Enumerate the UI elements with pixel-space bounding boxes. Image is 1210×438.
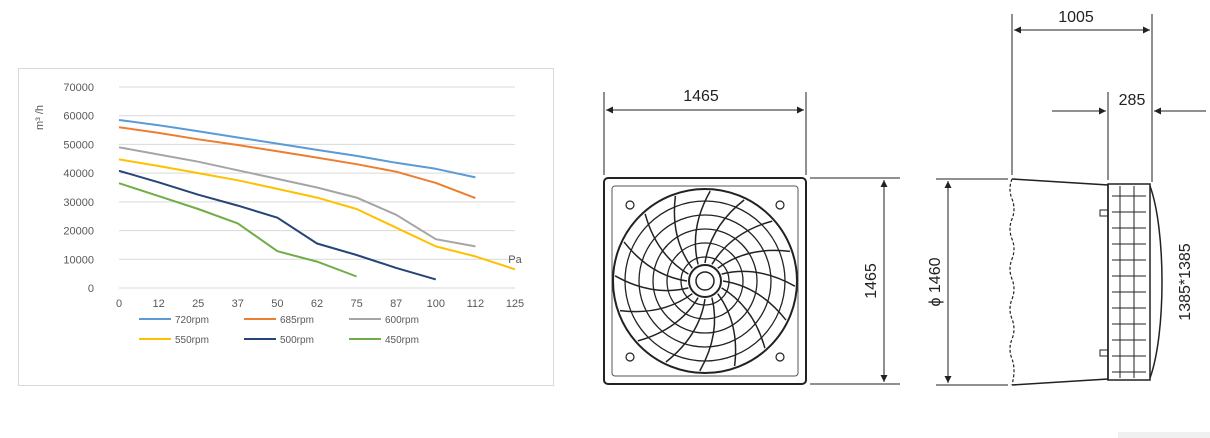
side-inlet-edge bbox=[1009, 178, 1015, 386]
fan-guard-ring bbox=[680, 256, 730, 306]
x-tick-label: 50 bbox=[271, 298, 283, 310]
side-bracket bbox=[1099, 209, 1109, 217]
series-line bbox=[118, 182, 357, 278]
guard-spoke bbox=[665, 298, 706, 363]
legend-label: 720rpm bbox=[175, 315, 209, 326]
y-axis-label: m³ /h bbox=[34, 105, 46, 130]
legend-label: 600rpm bbox=[385, 315, 419, 326]
x-tick-label: 125 bbox=[506, 298, 524, 310]
guard-spoke bbox=[644, 213, 689, 275]
fan-guard-outer-ring bbox=[612, 188, 798, 374]
series-line bbox=[118, 158, 516, 271]
legend-label: 685rpm bbox=[280, 315, 314, 326]
guard-spoke bbox=[673, 195, 693, 269]
fan-dimension-drawing: 1465 1465 ϕ 1460 1005 bbox=[603, 9, 1206, 386]
x-tick-label: 100 bbox=[427, 298, 445, 310]
side-bracket bbox=[1099, 349, 1109, 357]
y-tick-label: 0 bbox=[88, 283, 94, 295]
x-tick-label: 75 bbox=[350, 298, 362, 310]
y-tick-label: 30000 bbox=[63, 197, 94, 209]
series-line bbox=[118, 146, 476, 248]
y-tick-label: 40000 bbox=[63, 168, 94, 180]
guard-spoke bbox=[694, 190, 711, 265]
legend-label: 500rpm bbox=[280, 335, 314, 346]
guard-spoke bbox=[704, 199, 745, 264]
front-width-label: 1465 bbox=[683, 88, 719, 105]
guard-spoke bbox=[619, 293, 693, 313]
series-line bbox=[118, 169, 437, 281]
fan-guard-ring bbox=[638, 214, 772, 348]
guard-spoke bbox=[717, 249, 791, 269]
mounting-hole bbox=[775, 200, 785, 210]
side-view: ϕ 1460 1005 285 1385*1385 bbox=[927, 9, 1206, 386]
x-tick-label: 25 bbox=[192, 298, 204, 310]
side-frame bbox=[1107, 183, 1151, 381]
fan-guard-ring bbox=[666, 242, 744, 320]
guard-spoke bbox=[717, 293, 737, 367]
side-depth-label: 1005 bbox=[1058, 9, 1094, 26]
x-axis-label: Pa bbox=[508, 254, 522, 266]
x-tick-label: 37 bbox=[232, 298, 244, 310]
front-view: 1465 1465 bbox=[603, 88, 900, 385]
x-tick-label: 112 bbox=[467, 298, 485, 310]
series-line bbox=[118, 119, 476, 179]
mounting-hole bbox=[625, 200, 635, 210]
x-tick-label: 87 bbox=[390, 298, 402, 310]
fan-hub-inner bbox=[695, 271, 715, 291]
fan-guard-ring bbox=[652, 228, 758, 334]
guard-spoke bbox=[721, 270, 796, 287]
x-tick-label: 62 bbox=[311, 298, 323, 310]
guard-spoke bbox=[721, 287, 766, 349]
y-tick-label: 20000 bbox=[63, 226, 94, 238]
side-offset-label: 285 bbox=[1119, 92, 1146, 109]
y-tick-label: 70000 bbox=[63, 82, 94, 94]
front-height-label: 1465 bbox=[863, 263, 880, 299]
guard-spoke bbox=[711, 220, 773, 265]
y-tick-label: 60000 bbox=[63, 111, 94, 123]
guard-spoke bbox=[722, 280, 787, 321]
y-tick-label: 10000 bbox=[63, 254, 94, 266]
fan-performance-chart: 0 10000 20000 30000 40000 50000 60000 70000 0 12 2… bbox=[34, 82, 524, 346]
y-tick-label: 50000 bbox=[63, 139, 94, 151]
fan-blades bbox=[614, 190, 796, 372]
guard-spoke bbox=[699, 297, 716, 372]
front-outer-frame bbox=[603, 177, 807, 385]
x-tick-label: 12 bbox=[152, 298, 164, 310]
legend-label: 450rpm bbox=[385, 335, 419, 346]
guard-spoke bbox=[637, 297, 699, 342]
x-tick-label: 0 bbox=[116, 298, 122, 310]
side-diameter-label: ϕ 1460 bbox=[927, 257, 944, 306]
legend-label: 550rpm bbox=[175, 335, 209, 346]
series-line bbox=[118, 126, 476, 200]
scroll-strip bbox=[1118, 432, 1210, 438]
guard-spoke bbox=[623, 241, 688, 282]
mounting-hole bbox=[775, 352, 785, 362]
side-guard-dome bbox=[1149, 185, 1163, 379]
side-frame-size-label: 1385*1385 bbox=[1177, 243, 1194, 321]
fan-hub bbox=[688, 264, 722, 298]
chart-panel: 0 10000 20000 30000 40000 50000 60000 70000 0 12 2… bbox=[18, 68, 554, 386]
mounting-hole bbox=[625, 352, 635, 362]
side-body-outline bbox=[1011, 178, 1109, 386]
side-frame-fins bbox=[1112, 186, 1146, 378]
guard-spoke bbox=[614, 275, 689, 292]
